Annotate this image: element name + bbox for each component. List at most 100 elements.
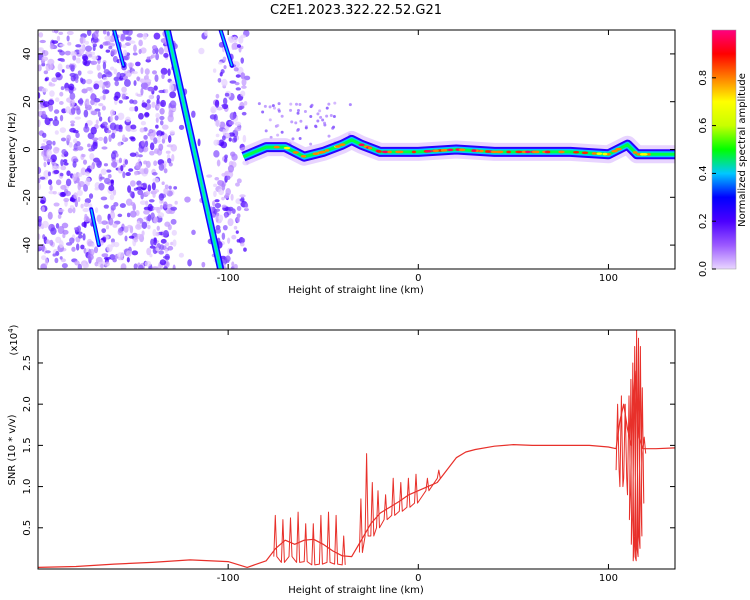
noise-cell	[145, 190, 151, 196]
noise-cell	[91, 55, 99, 60]
ridge-hotspot	[447, 148, 454, 152]
noise-cell	[54, 116, 58, 121]
noise-cell	[100, 196, 108, 201]
noise-cell	[59, 91, 64, 97]
noise-cell	[102, 61, 107, 70]
noise-cell	[101, 121, 108, 127]
colorbar-tick-label: 0.4	[698, 165, 709, 181]
y-tick-label: 40	[22, 48, 33, 61]
noise-cell	[85, 78, 93, 85]
noise-cell	[197, 138, 201, 147]
noise-cell	[53, 109, 60, 114]
noise-cell	[72, 173, 77, 182]
noise-cell	[213, 139, 219, 146]
noise-cell	[120, 263, 127, 269]
noise-cell	[52, 140, 56, 146]
noise-cell	[72, 129, 79, 134]
noise-cell	[139, 78, 146, 84]
noise-cell	[272, 106, 276, 110]
noise-cell	[119, 72, 126, 78]
noise-cell	[151, 171, 158, 176]
noise-cell	[227, 206, 234, 212]
noise-cell	[261, 110, 265, 114]
noise-cell	[110, 238, 115, 244]
noise-cell	[110, 49, 116, 56]
noise-cell	[48, 104, 54, 112]
noise-cell	[170, 144, 178, 152]
noise-cell	[60, 58, 65, 63]
noise-cell	[225, 255, 231, 262]
noise-cell	[77, 196, 81, 203]
noise-cell	[102, 94, 106, 101]
noise-cell	[126, 250, 132, 257]
noise-cell	[165, 150, 171, 154]
noise-cell	[57, 63, 63, 71]
noise-cell	[215, 93, 220, 99]
noise-cell	[117, 112, 125, 121]
snr-marks	[38, 330, 675, 568]
spectrogram-y-ticks: -40 -20 0 20 40	[22, 48, 675, 253]
noise-cell	[123, 226, 129, 233]
noise-cell	[149, 150, 155, 156]
noise-cell	[164, 89, 169, 94]
noise-cell	[294, 121, 298, 125]
noise-cell	[146, 99, 151, 104]
noise-cell	[114, 91, 121, 99]
noise-cell	[172, 107, 177, 112]
noise-cell	[140, 67, 144, 75]
ridge-hotspot	[640, 152, 645, 156]
noise-cell	[154, 74, 159, 82]
noise-cell	[160, 67, 168, 75]
noise-cell	[49, 64, 53, 70]
noise-cell	[136, 233, 143, 240]
noise-cell	[169, 84, 175, 92]
noise-cell	[268, 105, 272, 109]
ridge-hotspot	[646, 152, 651, 156]
noise-cell	[72, 138, 78, 144]
noise-cell	[107, 71, 112, 75]
noise-cell	[133, 80, 137, 86]
noise-cell	[102, 41, 109, 46]
noise-cell	[65, 178, 72, 187]
noise-cell	[222, 97, 228, 106]
spectrogram-x-axis-label: Height of straight line (km)	[288, 285, 424, 296]
noise-cell	[231, 234, 237, 240]
noise-cell	[71, 99, 75, 107]
noise-cell	[64, 50, 72, 56]
noise-cell	[59, 114, 64, 122]
noise-cell	[136, 186, 143, 191]
ridge-hotspot	[411, 150, 417, 154]
noise-cell	[140, 120, 147, 126]
noise-cell	[39, 39, 46, 44]
ridge-hotspot	[319, 150, 326, 154]
noise-cell	[100, 263, 104, 269]
noise-cell	[321, 118, 325, 122]
snr-x-ticks: -100 0 100	[217, 330, 618, 584]
noise-cell	[167, 68, 171, 77]
noise-cell	[41, 87, 48, 93]
noise-cell	[198, 47, 205, 55]
noise-cell	[213, 183, 218, 188]
noise-cell	[82, 262, 87, 269]
noise-cell	[83, 183, 88, 192]
noise-cell	[69, 64, 75, 69]
noise-cell	[348, 103, 352, 107]
noise-cell	[163, 187, 169, 195]
noise-cell	[229, 80, 237, 84]
noise-cell	[52, 191, 57, 195]
noise-cell	[103, 177, 111, 185]
noise-cell	[90, 144, 96, 152]
noise-cell	[214, 199, 220, 203]
noise-cell	[156, 103, 161, 109]
noise-cell	[223, 65, 227, 70]
noise-cell	[75, 44, 82, 48]
noise-cell	[224, 157, 228, 163]
noise-cell	[92, 45, 96, 51]
noise-cell	[153, 216, 158, 224]
snr-plot-area	[38, 330, 675, 569]
noise-cell	[48, 83, 56, 87]
noise-cell	[235, 230, 239, 234]
noise-cell	[257, 102, 261, 106]
noise-cell	[276, 123, 280, 127]
noise-cell	[138, 112, 144, 120]
